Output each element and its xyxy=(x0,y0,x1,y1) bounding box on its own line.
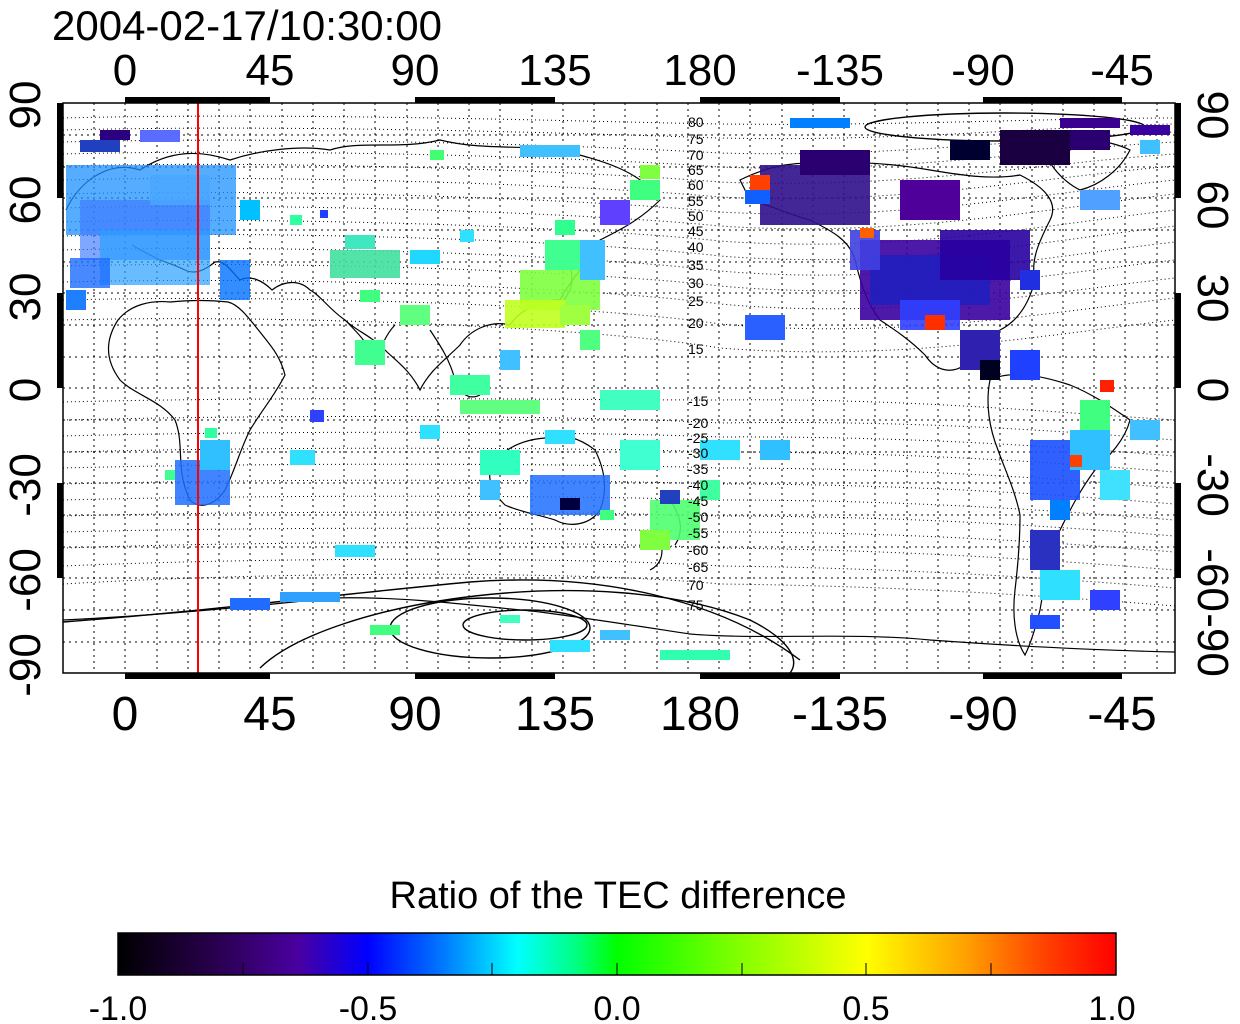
contour-label: 70 xyxy=(688,577,704,593)
colorbar: Ratio of the TEC difference -1.0 -0.5 0.… xyxy=(89,875,1136,1024)
tec-cluster-arctic xyxy=(790,118,1170,210)
colorbar-tick-label: 0.5 xyxy=(842,990,889,1024)
north-contour-labels: 80 75 70 65 60 55 50 45 40 35 30 25 20 1… xyxy=(688,114,704,357)
right-y-tick-label: 90 xyxy=(1188,91,1237,140)
left-y-tick-label: -90 xyxy=(1,633,50,697)
contour-label: -45 xyxy=(688,493,708,509)
top-x-tick-label: -135 xyxy=(796,46,884,95)
right-y-tick-label: -60 xyxy=(1188,548,1237,612)
africa-coast xyxy=(107,299,286,506)
right-y-tick-label: 0 xyxy=(1188,378,1237,402)
bottom-x-tick-label: 135 xyxy=(515,688,595,741)
contour-label: 50 xyxy=(688,208,704,224)
colorbar-tick-label: 1.0 xyxy=(1088,990,1135,1024)
contour-label: 40 xyxy=(688,239,704,255)
top-x-axis-labels: 0 45 90 135 180 -135 -90 -45 xyxy=(113,46,1154,95)
contour-label: 35 xyxy=(688,257,704,273)
bottom-x-tick-label: 90 xyxy=(388,688,441,741)
contour-label: 75 xyxy=(688,597,704,613)
antarctica-coast xyxy=(63,597,1175,653)
contour-label: -20 xyxy=(688,415,708,431)
tec-cluster-antarctic xyxy=(230,592,1060,660)
right-y-axis-labels: 90 60 30 0 -30 -60 -90 xyxy=(1188,91,1237,677)
contour-label: -30 xyxy=(688,445,708,461)
left-y-tick-label: 0 xyxy=(1,378,50,402)
left-y-tick-label: -60 xyxy=(1,548,50,612)
right-y-tick-label: 60 xyxy=(1188,181,1237,230)
tec-cluster-southeast-asia xyxy=(310,330,790,470)
frame-tick-bars xyxy=(57,97,1181,679)
tec-cluster-central-asia xyxy=(290,150,474,365)
bottom-x-axis-labels: 0 45 90 135 180 -135 -90 -45 xyxy=(112,688,1157,741)
contour-label: 25 xyxy=(688,293,704,309)
contour-label: -50 xyxy=(688,509,708,525)
contour-label: 20 xyxy=(688,315,704,331)
right-y-tick-label: -30 xyxy=(1188,453,1237,517)
contour-label: 80 xyxy=(688,114,704,130)
left-y-tick-label: 90 xyxy=(1,81,50,130)
contour-label: -65 xyxy=(688,559,708,575)
contour-label: -60 xyxy=(688,542,708,558)
contour-label: 15 xyxy=(688,341,704,357)
bottom-x-tick-label: 0 xyxy=(112,688,139,741)
top-x-tick-label: 180 xyxy=(663,46,736,95)
left-y-axis-labels: 90 60 30 0 -30 -60 -90 xyxy=(1,81,50,697)
tec-data-pixels xyxy=(66,118,1170,660)
colorbar-title: Ratio of the TEC difference xyxy=(390,875,847,917)
tec-cluster-east-asia xyxy=(505,145,660,328)
top-x-tick-label: 90 xyxy=(391,46,440,95)
southern-contour-lines xyxy=(63,112,1146,673)
colorbar-tick-label: 0.0 xyxy=(593,990,640,1024)
contour-label: 30 xyxy=(688,275,704,291)
bottom-x-tick-label: -90 xyxy=(948,688,1017,741)
top-x-tick-label: 135 xyxy=(518,46,591,95)
tec-cluster-south-africa xyxy=(165,428,315,505)
top-x-tick-label: 0 xyxy=(113,46,137,95)
tec-cluster-north-america xyxy=(745,150,1040,380)
tec-cluster-south-america xyxy=(1030,380,1160,610)
map-panel: 80 75 70 65 60 55 50 45 40 35 30 25 20 1… xyxy=(57,97,1181,679)
contour-label: 60 xyxy=(688,177,704,193)
tec-cluster-australia xyxy=(335,430,614,557)
bottom-x-tick-label: 45 xyxy=(243,688,296,741)
left-y-tick-label: 30 xyxy=(1,273,50,322)
contour-label: -25 xyxy=(688,430,708,446)
colorbar-tick-label: -0.5 xyxy=(339,990,398,1024)
contour-label: -55 xyxy=(688,525,708,541)
tec-cluster-europe xyxy=(66,130,260,310)
right-y-tick-label: -90 xyxy=(1188,613,1237,677)
top-x-tick-label: -90 xyxy=(951,46,1015,95)
top-x-tick-label: 45 xyxy=(246,46,295,95)
bottom-x-tick-label: 180 xyxy=(660,688,740,741)
contour-label: -35 xyxy=(688,461,708,477)
contour-label: -40 xyxy=(688,477,708,493)
tec-cluster-new-zealand xyxy=(640,480,720,550)
top-x-tick-label: -45 xyxy=(1090,46,1154,95)
left-y-tick-label: 60 xyxy=(1,176,50,225)
colorbar-minor-ticks xyxy=(242,963,992,975)
bottom-x-tick-label: -45 xyxy=(1087,688,1156,741)
right-y-tick-label: 30 xyxy=(1188,274,1237,323)
contour-label: 55 xyxy=(688,193,704,209)
colorbar-tick-label: -1.0 xyxy=(89,990,148,1024)
bottom-x-tick-label: -135 xyxy=(792,688,888,741)
contour-label: 45 xyxy=(688,223,704,239)
contour-label: 65 xyxy=(688,162,704,178)
south-contour-labels: -15 -20 -25 -30 -35 -40 -45 -50 -55 -60 … xyxy=(688,393,708,613)
contour-label: 75 xyxy=(688,131,704,147)
timestamp-title: 2004-02-17/10:30:00 xyxy=(52,2,442,49)
contour-label: -15 xyxy=(688,393,708,409)
contour-label: 70 xyxy=(688,147,704,163)
left-y-tick-label: -30 xyxy=(1,453,50,517)
